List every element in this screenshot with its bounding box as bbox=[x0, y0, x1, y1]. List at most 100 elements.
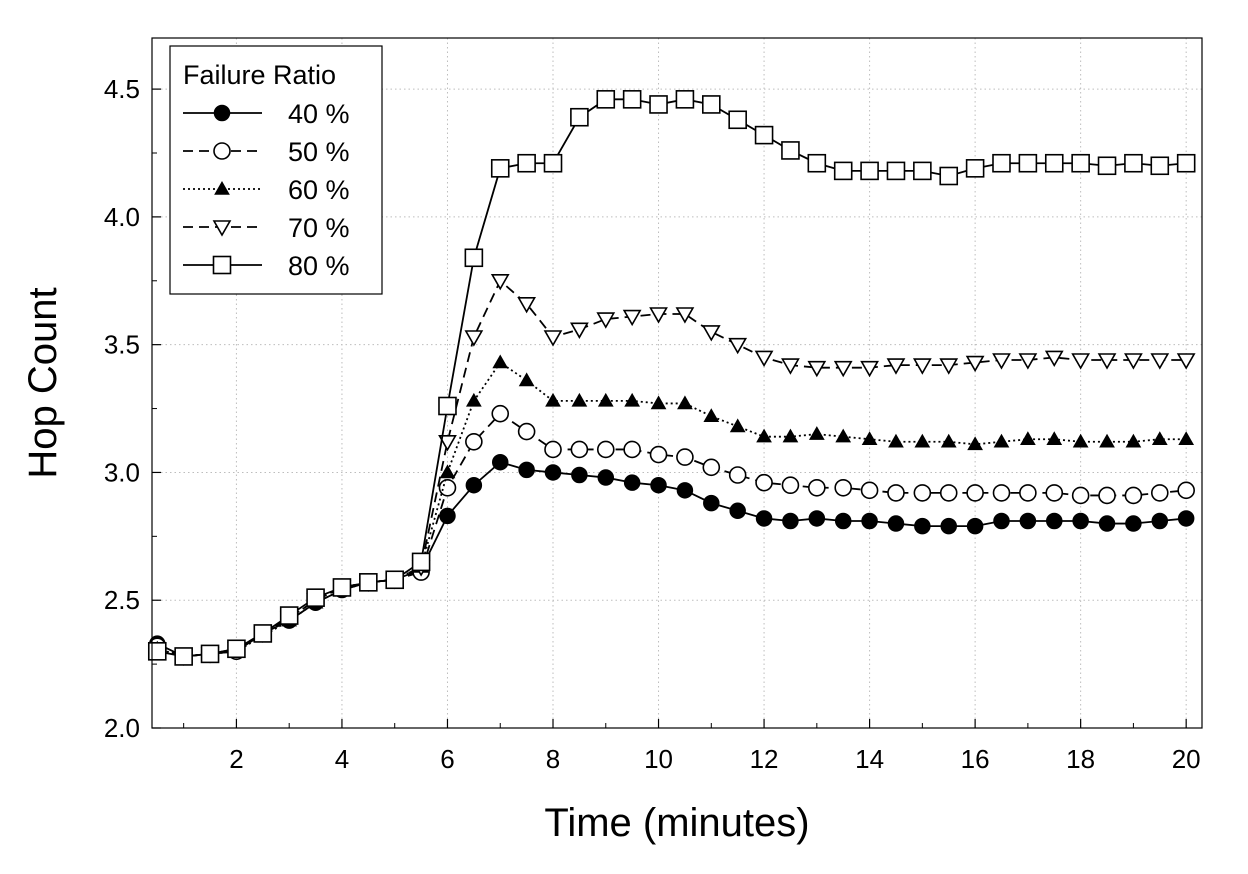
data-point bbox=[544, 440, 562, 459]
data-point bbox=[728, 337, 748, 355]
data-point bbox=[1177, 510, 1195, 527]
data-point bbox=[992, 153, 1011, 173]
data-point bbox=[1124, 486, 1143, 505]
series-2 bbox=[148, 404, 1195, 666]
data-point bbox=[835, 428, 852, 443]
data-point bbox=[1150, 156, 1170, 176]
data-point bbox=[755, 473, 773, 492]
data-point bbox=[1125, 515, 1142, 532]
data-point bbox=[966, 517, 984, 535]
data-point bbox=[703, 408, 720, 422]
data-point bbox=[1177, 481, 1195, 500]
x-tick-label: 8 bbox=[546, 744, 560, 774]
data-point bbox=[570, 322, 589, 339]
data-point bbox=[887, 515, 905, 532]
data-point bbox=[622, 309, 642, 327]
data-point bbox=[939, 358, 959, 375]
data-point bbox=[464, 330, 484, 347]
data-point bbox=[1018, 353, 1038, 370]
data-point bbox=[781, 358, 800, 375]
data-point bbox=[755, 510, 773, 527]
data-point bbox=[1150, 353, 1170, 370]
data-point bbox=[992, 353, 1011, 370]
data-point bbox=[1150, 484, 1169, 502]
data-point bbox=[571, 392, 588, 407]
data-point bbox=[1178, 431, 1195, 445]
data-point bbox=[545, 392, 561, 407]
data-point bbox=[596, 90, 616, 109]
data-point bbox=[888, 433, 904, 448]
data-point bbox=[861, 512, 878, 530]
data-point bbox=[200, 644, 220, 664]
data-point bbox=[860, 360, 879, 378]
x-tick-label: 6 bbox=[440, 744, 454, 774]
data-point bbox=[993, 512, 1010, 530]
data-point bbox=[887, 484, 905, 502]
data-point bbox=[1044, 350, 1064, 368]
data-point bbox=[332, 578, 352, 597]
data-point bbox=[833, 360, 853, 378]
data-point bbox=[860, 161, 879, 181]
data-point bbox=[570, 440, 589, 459]
data-point bbox=[1176, 153, 1196, 173]
data-point bbox=[649, 95, 668, 114]
data-point bbox=[992, 484, 1011, 502]
data-point bbox=[754, 125, 774, 145]
data-point bbox=[1018, 153, 1038, 173]
legend-marker bbox=[213, 142, 231, 160]
series-line bbox=[157, 98, 1187, 658]
x-tick-label: 2 bbox=[229, 744, 243, 774]
data-point bbox=[279, 606, 299, 625]
legend-title: Failure Ratio bbox=[183, 60, 336, 90]
data-point bbox=[939, 484, 958, 502]
data-point bbox=[439, 464, 456, 479]
data-point bbox=[965, 159, 985, 178]
data-point bbox=[227, 639, 246, 659]
data-point bbox=[728, 466, 747, 484]
legend-entry-1: 40 % bbox=[183, 99, 350, 129]
legend-label: 70 % bbox=[288, 213, 350, 243]
data-point bbox=[676, 448, 694, 466]
data-point bbox=[544, 464, 562, 481]
data-point bbox=[359, 573, 378, 592]
axis-ticks: 2 4 6 8 10 12 14 16 18 20 2.0 2.5 3.0 3.5 4.0 4.5 bbox=[104, 74, 1201, 774]
x-tick-label: 10 bbox=[644, 744, 673, 774]
data-point bbox=[624, 392, 641, 407]
data-point bbox=[438, 396, 457, 416]
legend-marker bbox=[213, 104, 231, 122]
data-point bbox=[1124, 153, 1143, 173]
data-point bbox=[1097, 353, 1117, 370]
data-point bbox=[517, 422, 536, 441]
data-point bbox=[1072, 512, 1089, 530]
data-point bbox=[597, 469, 615, 486]
x-tick-label: 18 bbox=[1066, 744, 1095, 774]
data-point bbox=[1019, 484, 1037, 502]
x-tick-label: 4 bbox=[335, 744, 349, 774]
data-point bbox=[1151, 431, 1168, 445]
data-point bbox=[465, 392, 482, 407]
data-point bbox=[492, 354, 509, 369]
data-point bbox=[571, 466, 588, 484]
data-point bbox=[913, 161, 932, 181]
data-point bbox=[174, 647, 193, 666]
y-tick-label: 4.5 bbox=[104, 74, 140, 104]
x-axis-title: Time (minutes) bbox=[544, 801, 809, 845]
data-point bbox=[1044, 153, 1064, 173]
legend-label: 60 % bbox=[288, 175, 350, 205]
data-point bbox=[886, 161, 906, 181]
data-point bbox=[1045, 484, 1064, 502]
data-point bbox=[833, 161, 853, 181]
x-tick-label: 14 bbox=[855, 744, 884, 774]
data-point bbox=[622, 90, 642, 109]
data-point bbox=[834, 478, 853, 497]
legend-label: 40 % bbox=[288, 99, 350, 129]
data-point bbox=[465, 476, 483, 494]
data-point bbox=[940, 517, 957, 535]
data-point bbox=[1071, 353, 1091, 370]
data-point bbox=[913, 484, 932, 502]
data-point bbox=[1072, 433, 1089, 448]
data-point bbox=[518, 372, 535, 387]
data-point bbox=[464, 248, 484, 268]
data-point bbox=[650, 476, 667, 494]
